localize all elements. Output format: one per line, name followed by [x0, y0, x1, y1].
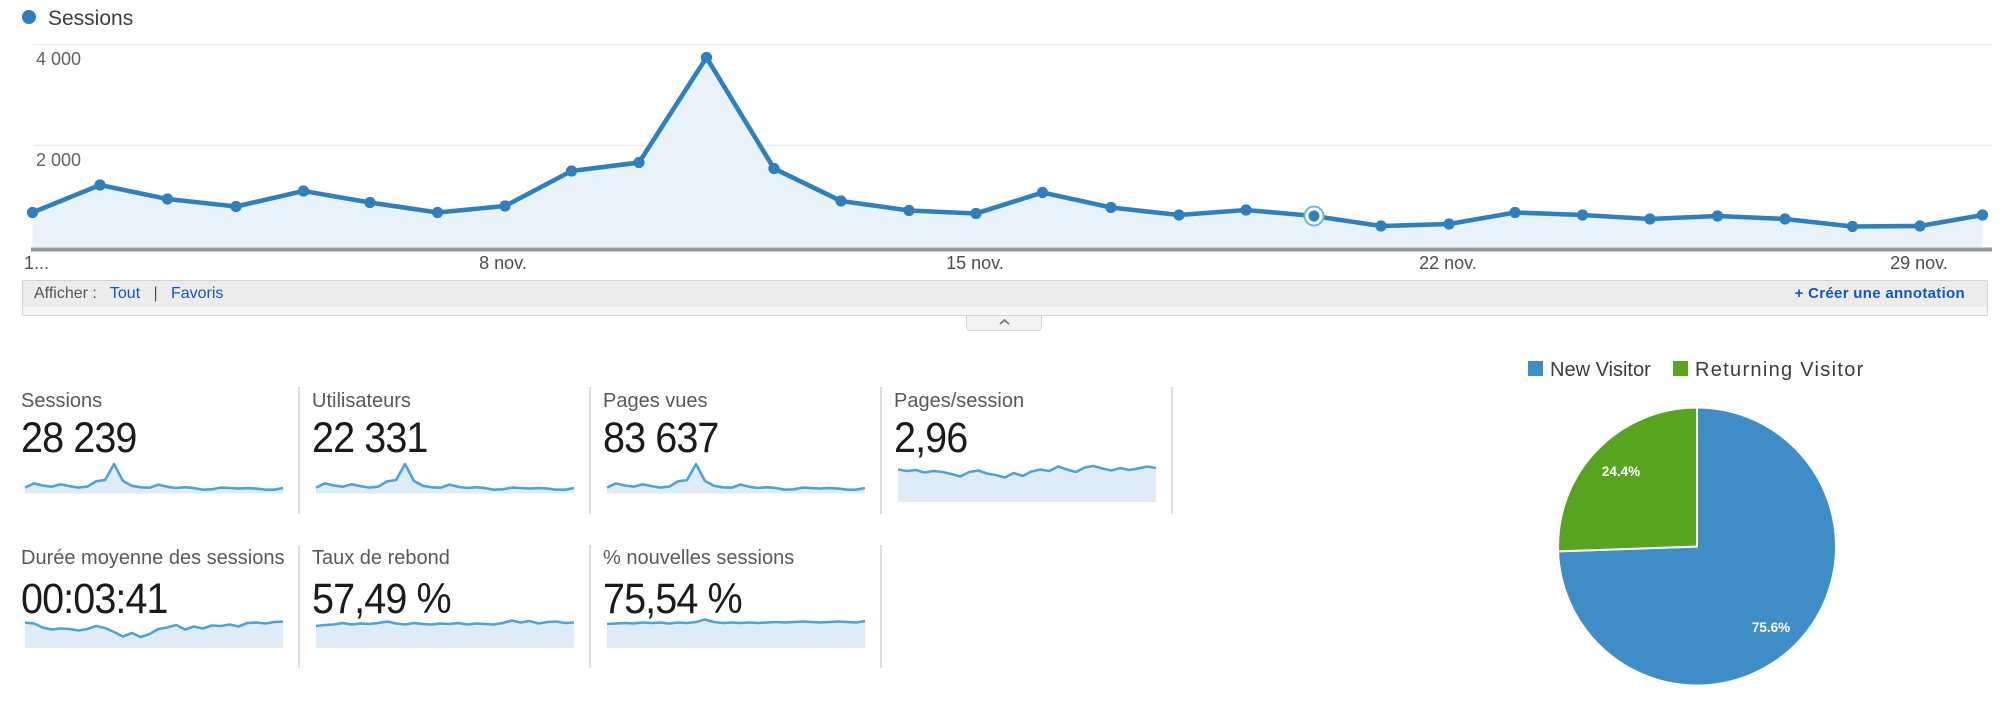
svg-text:24.4%: 24.4%: [1602, 464, 1640, 479]
svg-text:75.6%: 75.6%: [1752, 620, 1790, 635]
